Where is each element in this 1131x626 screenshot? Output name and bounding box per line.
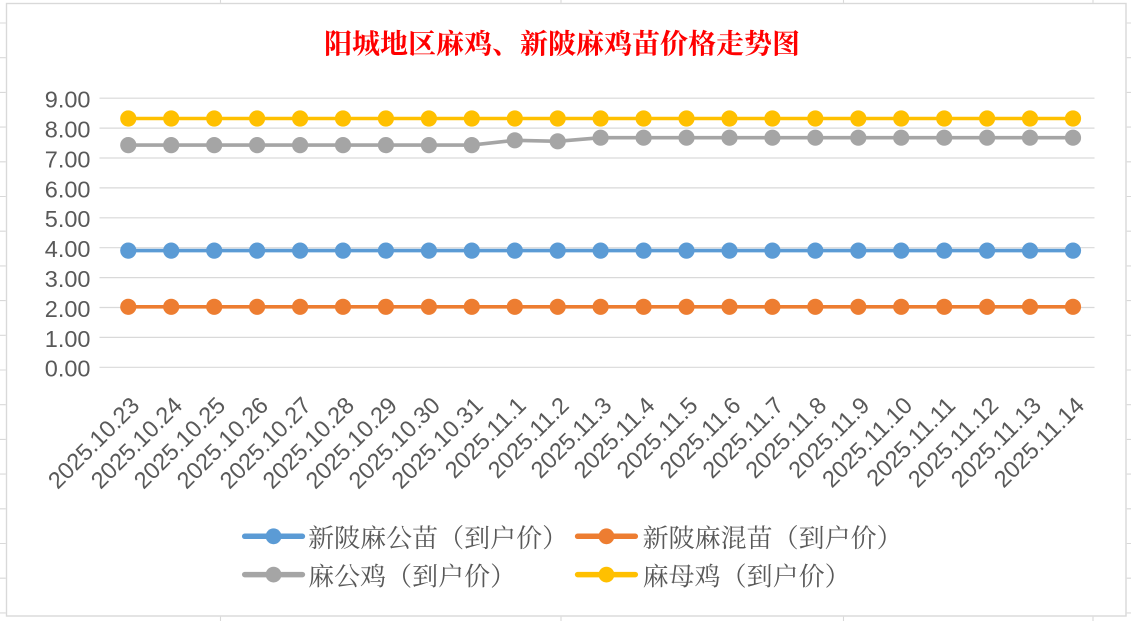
- svg-text:6.00: 6.00: [45, 176, 91, 202]
- svg-text:7.00: 7.00: [45, 146, 91, 172]
- svg-text:4.00: 4.00: [45, 236, 91, 262]
- svg-text:9.00: 9.00: [45, 87, 91, 113]
- svg-text:1.00: 1.00: [45, 326, 91, 352]
- svg-text:8.00: 8.00: [45, 117, 91, 143]
- svg-text:5.00: 5.00: [45, 206, 91, 232]
- svg-text:0.00: 0.00: [45, 356, 91, 382]
- svg-text:2.00: 2.00: [45, 296, 91, 322]
- svg-text:3.00: 3.00: [45, 266, 91, 292]
